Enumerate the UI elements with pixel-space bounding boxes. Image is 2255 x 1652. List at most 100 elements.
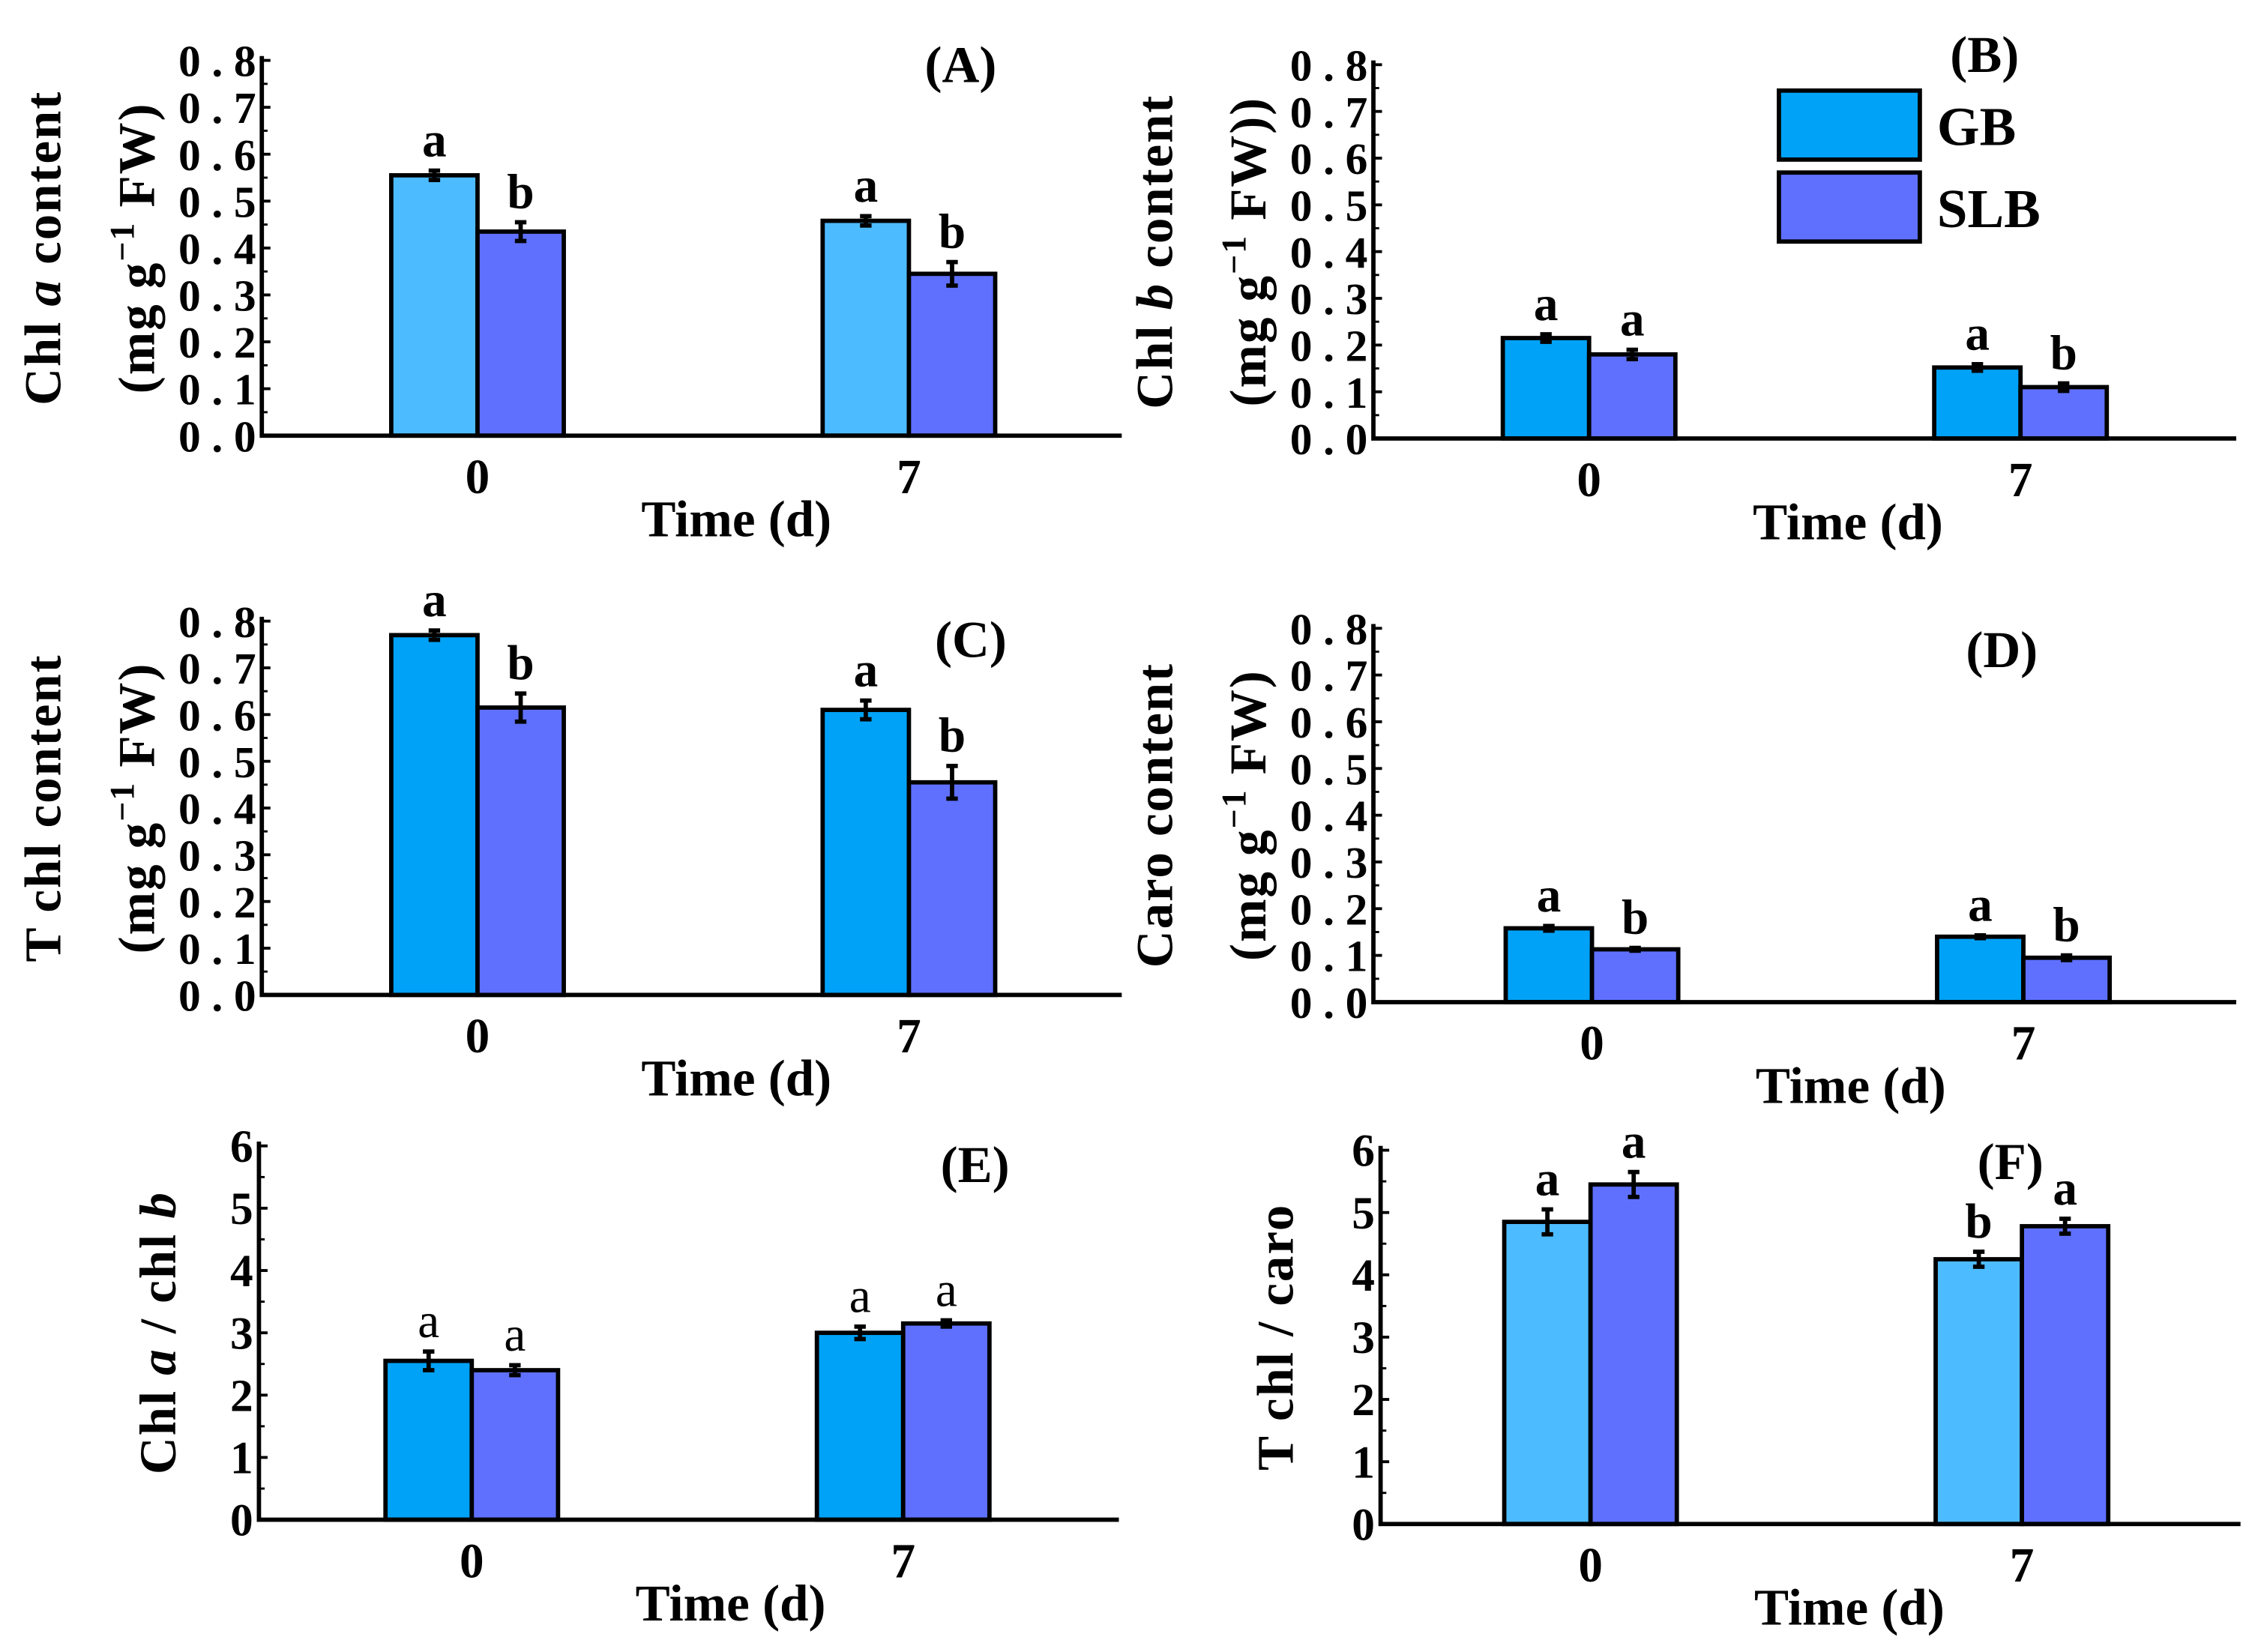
y-axis-title-part: FW)) [1219,97,1277,235]
error-bar [940,1318,952,1329]
y-axis-title: (mg g−1 FW) [103,103,166,394]
y-tick-label: 0.5 [178,738,256,787]
error-bar [2059,1217,2071,1236]
significance-letter: b [1965,1195,1992,1249]
y-axis-title-part: FW) [107,663,165,782]
significance-letter: b [1622,890,1649,944]
y-axis-title-part: content [14,91,72,279]
panel-b: a a a b 0.00.10.20.30.40.50.60.70.8 0 7 Time (d… [1125,25,2236,550]
y-tick-label: 0.8 [1290,40,1368,90]
x-axis-title: Time (d) [636,1574,826,1632]
panel-a: a a b b 0.00.10.20.30.40.50.60.70.8 0 7 Time (d… [14,35,1122,547]
y-axis-title-part: FW) [1219,669,1277,789]
legend-label: GB [1937,97,2016,157]
y-tick-label: 0.1 [1290,368,1368,417]
y-tick-label: 0.4 [1290,228,1368,277]
y-axis-title-part: a [14,279,72,306]
y-tick-label: 0.1 [178,924,256,974]
panel-e: a a a a 0 1 2 3 4 5 6 0 7 Time (d) (E) Chl a / chl b [129,1121,1119,1632]
significance-letter: a [854,643,879,697]
x-axis-title: Time (d) [1754,1579,1945,1636]
error-bar [1974,932,1987,941]
y-axis-title: Chl b content [1125,94,1183,409]
bar-gb [1503,926,1595,1004]
error-bar [2060,953,2073,962]
x-tick-label: 7 [897,450,921,504]
bar-slb [475,705,566,998]
y-axis-title-part: FW) [107,103,165,222]
x-tick-label: 7 [2008,453,2033,507]
y-axis-title-part: −1 [103,782,142,822]
y-tick-label: 0.6 [1290,134,1368,184]
y-tick-label: 0.5 [178,177,256,226]
y-tick-label: 0.1 [1290,932,1368,981]
error-bar [428,168,441,183]
y-tick-label: 0.3 [1290,274,1368,324]
y-axis-title-part: content [1125,94,1183,283]
y-tick-label: 0.2 [178,878,256,927]
y-tick-label: 0.3 [178,271,256,321]
error-bar [1629,945,1641,953]
significance-letter: b [939,205,966,259]
legend-label: SLB [1937,178,2041,239]
error-bar [1626,347,1638,361]
x-axis-title: Time (d) [641,489,831,547]
bar-slb [906,271,998,438]
error-bar [514,220,527,244]
significance-letter: a [1534,277,1559,331]
error-bar [946,764,958,801]
y-tick-label: 0.6 [1290,698,1368,747]
y-tick-label: 0.2 [1290,884,1368,934]
error-bar [946,259,958,288]
bar-gb [1933,1257,2024,1527]
x-tick-label: 7 [897,1010,921,1064]
y-axis-title-part: (mg g [1219,274,1277,406]
x-tick-label: 0 [466,1010,490,1064]
bar-gb [820,708,912,998]
y-tick-label: 0.0 [178,412,256,461]
bar-slb [1588,1182,1679,1527]
y-axis-title: T chl content [14,654,72,962]
significance-letter: a [849,1270,871,1324]
y-tick-label: 0.7 [178,644,256,693]
y-tick-label: 0.0 [1290,978,1368,1028]
y-axis-title-part: a [129,1348,187,1375]
panel-label: (D) [1966,621,2038,678]
y-tick-label: 2 [1352,1375,1375,1426]
bar-slb [475,229,566,438]
y-axis-title-part: Chl [1125,310,1183,409]
y-axis-title: Caro content [1125,663,1183,968]
y-axis-title-part: b [129,1191,187,1218]
x-axis-title: Time (d) [1756,1056,1946,1114]
significance-letter: a [504,1308,526,1362]
legend-swatch-slb [1777,170,1922,244]
y-axis-title-part: b [1125,283,1183,310]
x-axis-title: Time (d) [641,1049,831,1107]
y-tick-label: 5 [1352,1188,1375,1239]
axis-lines [1371,624,2236,1004]
significance-letter: a [854,159,879,213]
y-axis-title-part: Chl [129,1375,187,1474]
x-tick-label: 0 [466,450,490,504]
y-axis-title: Chl a / chl b [129,1191,187,1474]
error-bar [1628,1169,1640,1199]
significance-letter: b [939,709,966,763]
y-tick-label: 0.4 [178,224,256,274]
y-tick-label: 0 [230,1495,253,1546]
error-bar [1971,362,1984,373]
bar-slb [900,1321,992,1522]
significance-letter: a [1968,878,1993,932]
bar-slb [1589,947,1681,1004]
y-tick-label: 3 [1352,1312,1375,1363]
significance-letter: a [418,1294,439,1348]
y-tick-label: 3 [230,1308,253,1359]
y-axis-title-part: (mg g [107,262,165,394]
y-tick-label: 0.1 [178,365,256,414]
y-axis-title: T chl / caro [1247,1204,1304,1471]
bar-slb [469,1368,561,1522]
error-bar [1541,1207,1553,1237]
y-tick-label: 6 [230,1121,253,1172]
significance-letter: a [422,113,447,167]
error-bar [860,214,872,228]
significance-letter: a [2053,1162,2077,1216]
